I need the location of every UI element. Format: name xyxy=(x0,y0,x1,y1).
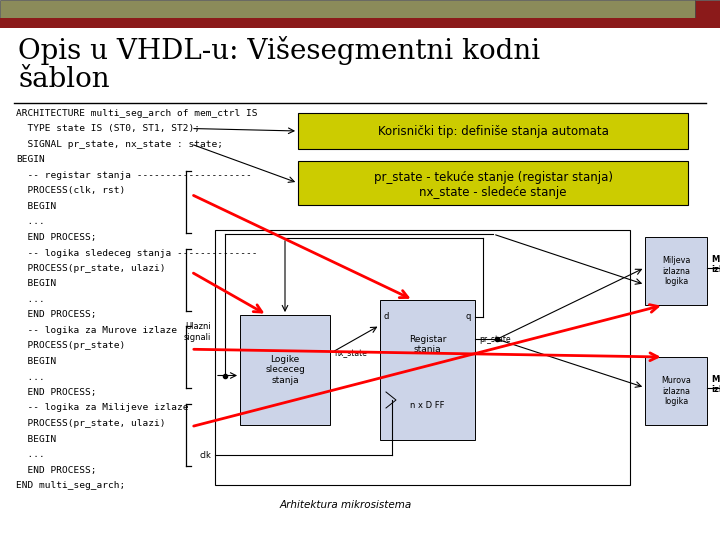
Text: -- logika sledeceg stanja --------------: -- logika sledeceg stanja -------------- xyxy=(16,248,258,258)
Text: pr_state: pr_state xyxy=(479,335,510,343)
Text: SIGNAL pr_state, nx_state : state;: SIGNAL pr_state, nx_state : state; xyxy=(16,140,223,149)
Text: Murovi
izlazi: Murovi izlazi xyxy=(711,375,720,394)
Text: ARCHITECTURE multi_seg_arch of mem_ctrl IS: ARCHITECTURE multi_seg_arch of mem_ctrl … xyxy=(16,109,258,118)
Text: Registar
stanja: Registar stanja xyxy=(409,335,446,354)
Bar xyxy=(695,0,720,18)
Bar xyxy=(380,300,475,440)
Bar xyxy=(645,357,707,425)
Text: Ulazni
signali: Ulazni signali xyxy=(184,322,211,342)
Text: clk: clk xyxy=(199,450,211,460)
Text: pr_state - tekuće stanje (registar stanja): pr_state - tekuće stanje (registar stanj… xyxy=(374,171,613,184)
Text: nx_state: nx_state xyxy=(334,349,367,358)
Text: -- logika za Milijeve izlaze: -- logika za Milijeve izlaze xyxy=(16,403,189,413)
Text: PROCESS(clk, rst): PROCESS(clk, rst) xyxy=(16,186,125,195)
Text: PROCESS(pr_state): PROCESS(pr_state) xyxy=(16,341,125,350)
Text: Opis u VHDL-u: Višesegmentni kodni: Opis u VHDL-u: Višesegmentni kodni xyxy=(18,36,540,65)
Text: q: q xyxy=(466,312,471,321)
Text: n x D FF: n x D FF xyxy=(410,401,445,409)
Bar xyxy=(240,315,330,425)
Text: END PROCESS;: END PROCESS; xyxy=(16,233,96,242)
Text: ...: ... xyxy=(16,295,45,304)
Text: BEGIN: BEGIN xyxy=(16,280,56,288)
Bar xyxy=(298,161,688,205)
Bar xyxy=(0,0,695,18)
Text: -- registar stanja --------------------: -- registar stanja -------------------- xyxy=(16,171,252,180)
Text: ...: ... xyxy=(16,373,45,381)
Text: END PROCESS;: END PROCESS; xyxy=(16,465,96,475)
Text: šablon: šablon xyxy=(18,66,109,93)
Text: Milijevi
izlazi: Milijevi izlazi xyxy=(711,254,720,274)
Text: Korisnički tip: definiše stanja automata: Korisnički tip: definiše stanja automata xyxy=(377,125,608,138)
Text: BEGIN: BEGIN xyxy=(16,435,56,443)
Text: nx_state - sledeće stanje: nx_state - sledeće stanje xyxy=(419,186,567,199)
Text: END multi_seg_arch;: END multi_seg_arch; xyxy=(16,481,125,490)
Text: ...: ... xyxy=(16,218,45,226)
Bar xyxy=(645,237,707,305)
Text: d: d xyxy=(384,312,390,321)
Text: ...: ... xyxy=(16,450,45,459)
Text: Logike
slececeg
stanja: Logike slececeg stanja xyxy=(265,355,305,385)
Text: Arhitektura mikrosistema: Arhitektura mikrosistema xyxy=(280,500,413,510)
Text: PROCESS(pr_state, ulazi): PROCESS(pr_state, ulazi) xyxy=(16,419,166,428)
Text: BEGIN: BEGIN xyxy=(16,156,45,165)
Text: Miljeva
izlazna
logika: Miljeva izlazna logika xyxy=(662,256,690,286)
Text: END PROCESS;: END PROCESS; xyxy=(16,388,96,397)
Text: -- logika za Murove izlaze: -- logika za Murove izlaze xyxy=(16,326,177,335)
Bar xyxy=(0,18,720,28)
Text: TYPE state IS (ST0, ST1, ST2);: TYPE state IS (ST0, ST1, ST2); xyxy=(16,125,200,133)
Bar xyxy=(215,230,630,485)
Text: BEGIN: BEGIN xyxy=(16,357,56,366)
Text: Murova
izlazna
logika: Murova izlazna logika xyxy=(661,376,691,406)
Bar xyxy=(298,113,688,149)
Text: END PROCESS;: END PROCESS; xyxy=(16,310,96,320)
Text: BEGIN: BEGIN xyxy=(16,202,56,211)
Text: PROCESS(pr_state, ulazi): PROCESS(pr_state, ulazi) xyxy=(16,264,166,273)
